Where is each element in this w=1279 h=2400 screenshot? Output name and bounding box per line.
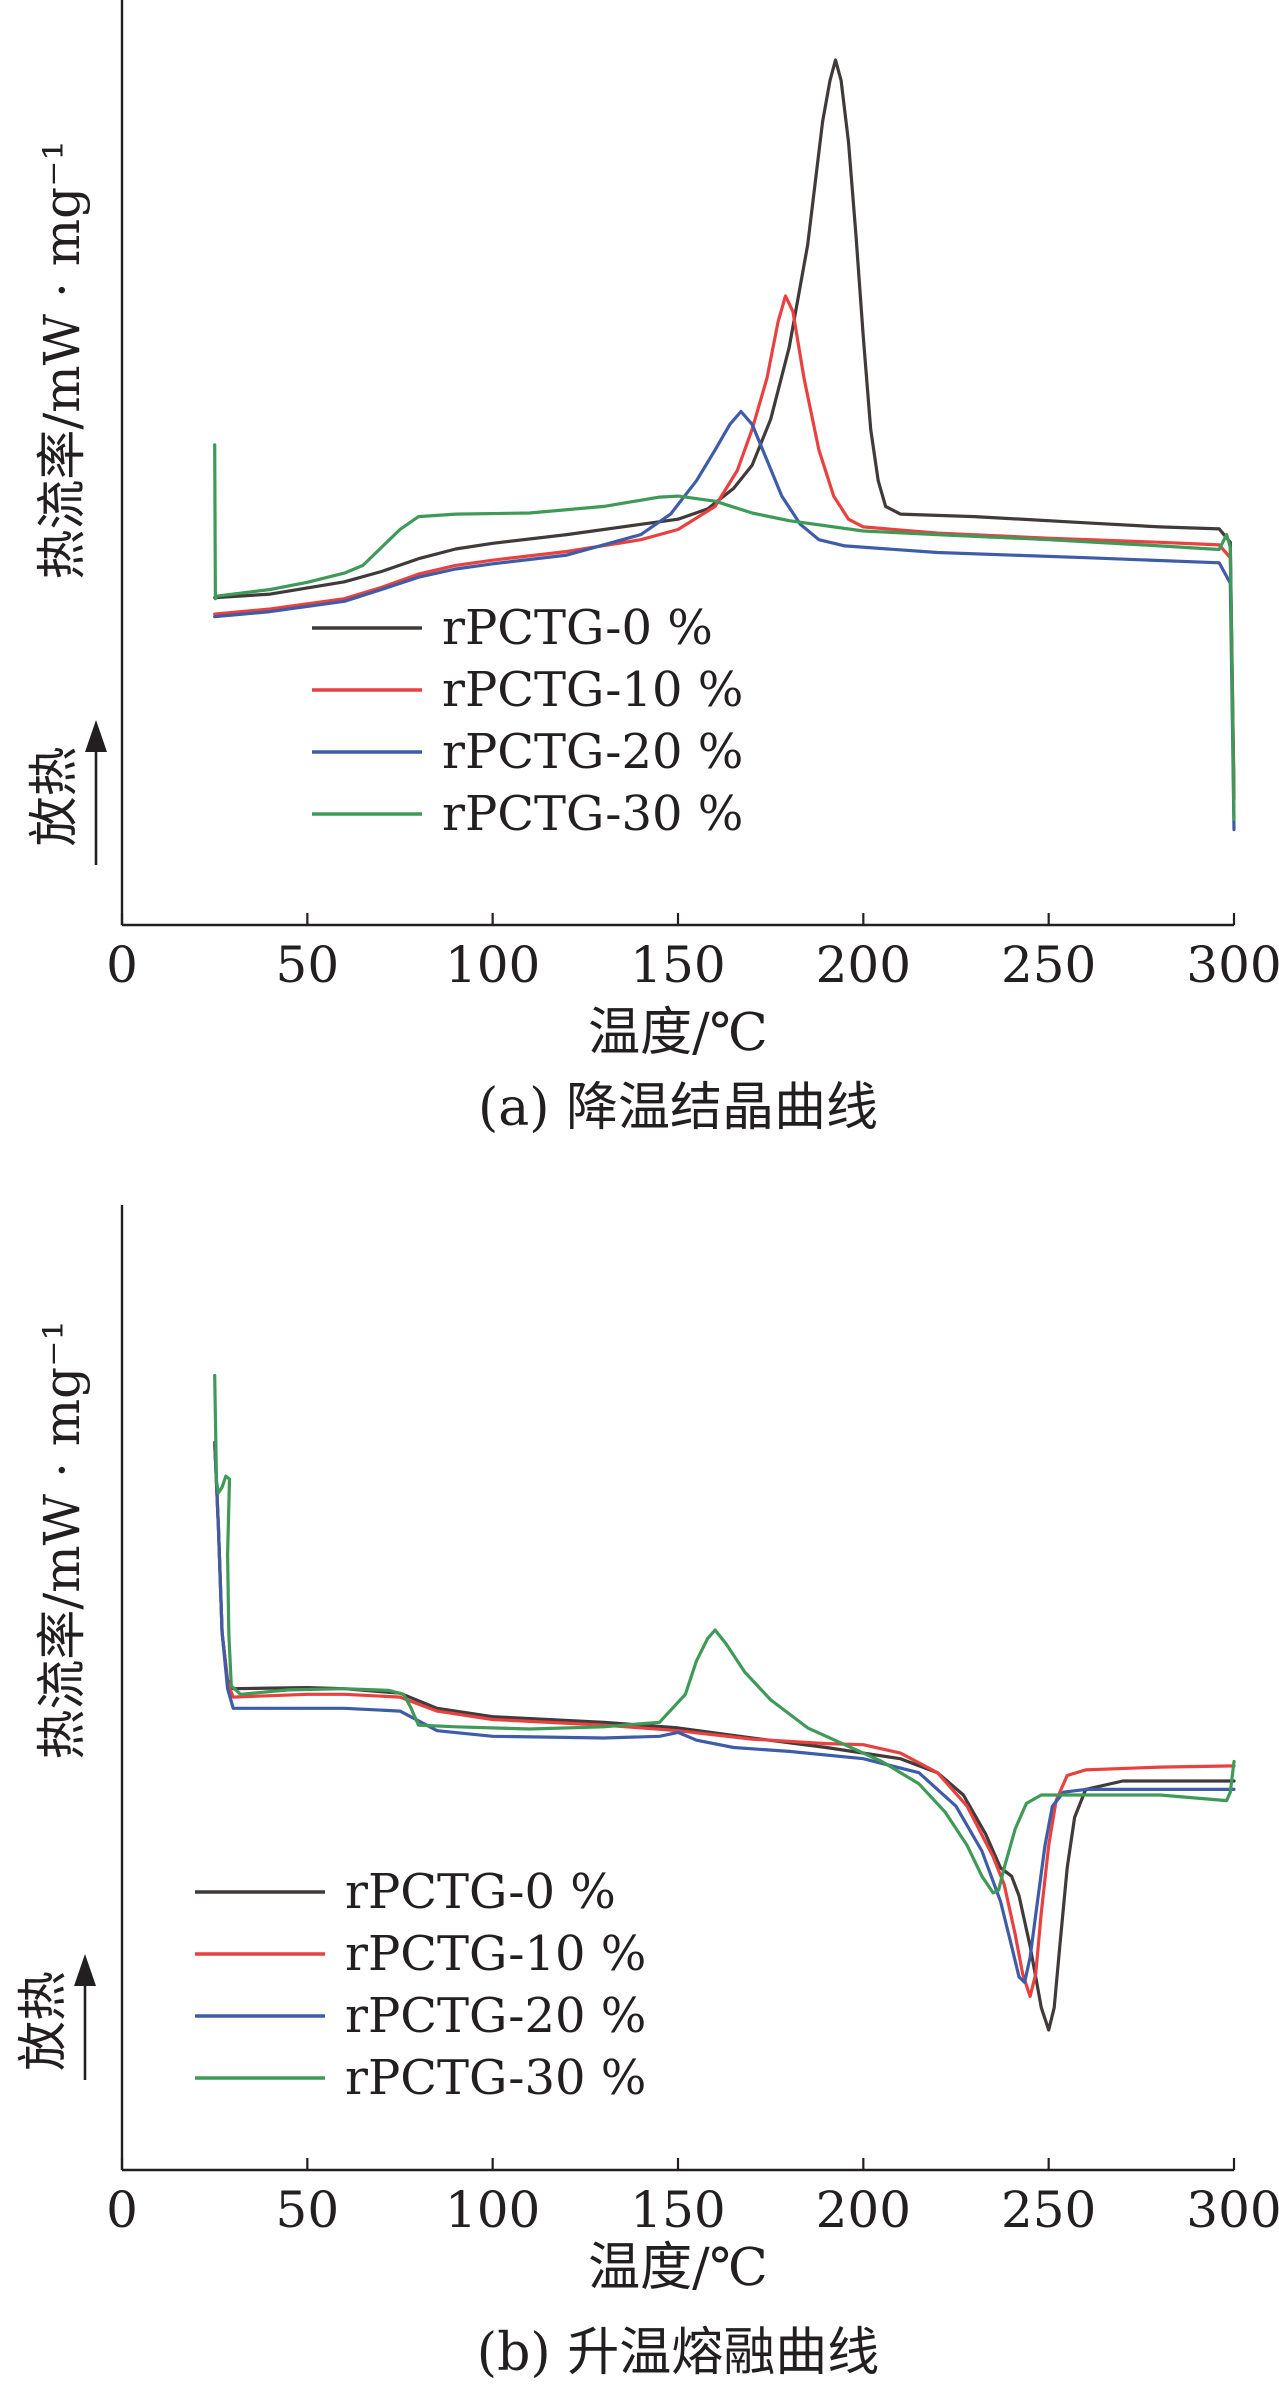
series-line-2 (213, 1441, 1236, 1984)
x-tick-label: 50 (276, 2181, 340, 2239)
exotherm-arrow-head (85, 720, 107, 752)
x-tick-label: 300 (1186, 936, 1279, 994)
legend-label: rPCTG-30 % (442, 786, 743, 842)
legend-label: rPCTG-20 % (442, 724, 743, 780)
exotherm-label: 放热 (25, 747, 83, 847)
series-line-1 (213, 1441, 1236, 1998)
x-tick-label: 200 (816, 936, 911, 994)
x-tick-label: 0 (106, 936, 138, 994)
exotherm-label: 放热 (14, 1971, 72, 2071)
series-line-2 (213, 409, 1236, 832)
y-axis-label: 热流率/mW · mg⁻¹ (33, 140, 91, 579)
x-tick-label: 100 (445, 2181, 540, 2239)
series-line-3 (213, 1373, 1236, 1895)
panel-caption: (a) 降温结晶曲线 (478, 1078, 878, 1138)
series-line-3 (213, 443, 1236, 821)
y-axis-label: 热流率/mW · mg⁻¹ (33, 1320, 91, 1759)
x-tick-label: 250 (1001, 936, 1096, 994)
legend-label: rPCTG-0 % (442, 600, 713, 656)
panel-b-heating-melting: 0 50 100 150 200 250 300 rPCTG-0 % rPCTG-10 % rPC… (14, 1205, 1279, 2383)
legend-label: rPCTG-20 % (345, 1988, 646, 2044)
x-tick-label: 250 (1001, 2181, 1096, 2239)
panel-a-cooling-crystallization: 0 50 100 150 200 250 300 rPCTG-0 % rPCTG-10 % rPC… (25, 0, 1279, 1138)
legend-label: rPCTG-10 % (442, 662, 743, 718)
x-tick-label: 200 (816, 2181, 911, 2239)
x-tick-label: 100 (445, 936, 540, 994)
exotherm-arrow-head (74, 1954, 96, 1986)
series-line-0 (213, 58, 1236, 796)
x-axis-label: 温度/℃ (588, 1003, 768, 1063)
x-axis-label: 温度/℃ (588, 2238, 768, 2298)
panel-caption: (b) 升温熔融曲线 (477, 2323, 879, 2383)
x-tick-label: 150 (630, 936, 725, 994)
legend-label: rPCTG-10 % (345, 1926, 646, 1982)
x-tick-label: 50 (276, 936, 340, 994)
x-tick-label: 150 (630, 2181, 725, 2239)
x-tick-label: 0 (106, 2181, 138, 2239)
legend-label: rPCTG-0 % (345, 1864, 616, 1920)
x-tick-label: 300 (1186, 2181, 1279, 2239)
legend-label: rPCTG-30 % (345, 2050, 646, 2106)
